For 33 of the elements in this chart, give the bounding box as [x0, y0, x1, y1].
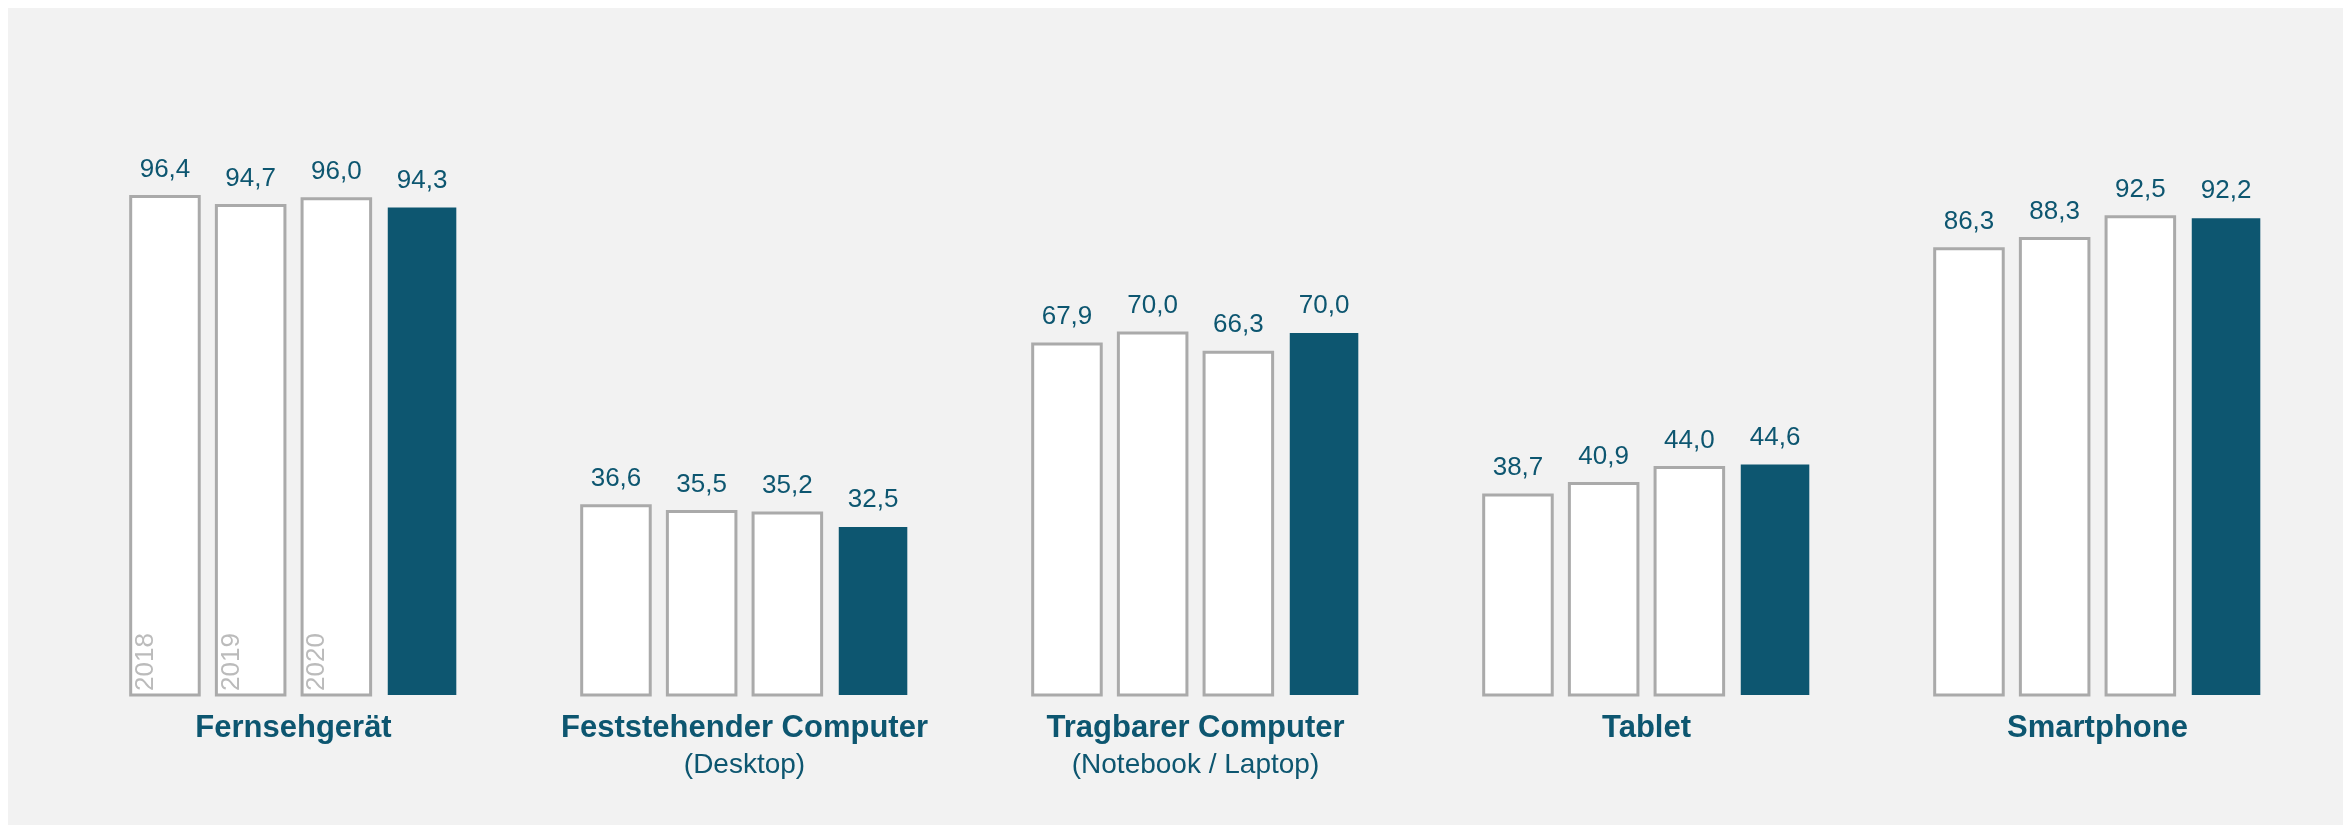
data-label: 70,0 — [1127, 289, 1178, 320]
data-label: 35,2 — [762, 469, 813, 500]
data-label: 92,2 — [2200, 174, 2252, 205]
x-tick-label: Fernsehgerät — [195, 709, 392, 745]
x-tick-label: Feststehender Computer (Desktop) — [561, 709, 928, 779]
bar — [1740, 464, 1810, 695]
data-label: 86,3 — [1943, 205, 1995, 235]
data-label: 96,0 — [311, 154, 362, 185]
x-tick-label: Tragbarer Computer (Notebook / Laptop) — [1046, 709, 1345, 779]
data-label: 94,3 — [396, 163, 448, 194]
series-label: 2019 — [214, 633, 245, 691]
data-label: 92,5 — [2115, 172, 2166, 203]
bar — [838, 526, 908, 695]
bar — [2191, 218, 2261, 695]
data-label: 70,0 — [1298, 289, 1350, 320]
data-label: 44,6 — [1749, 420, 1801, 451]
data-label: 44,0 — [1664, 423, 1715, 454]
data-label: 35,5 — [676, 467, 727, 498]
x-tick-label: Smartphone — [2007, 709, 2188, 745]
data-label: 94,7 — [225, 161, 276, 192]
data-label: 67,9 — [1041, 300, 1093, 331]
data-label: 96,4 — [139, 152, 191, 183]
x-tick-label: Tablet — [1602, 709, 1691, 745]
series-label: 2018 — [128, 633, 159, 691]
data-label: 36,6 — [590, 461, 642, 492]
series-label: 2020 — [300, 633, 331, 691]
data-label: 38,7 — [1492, 451, 1544, 482]
data-label: 88,3 — [2029, 194, 2080, 225]
data-label: 40,9 — [1578, 439, 1629, 470]
bar — [387, 207, 457, 695]
bar — [1289, 333, 1359, 695]
data-label: 32,5 — [847, 483, 899, 514]
data-label: 66,3 — [1213, 308, 1264, 339]
